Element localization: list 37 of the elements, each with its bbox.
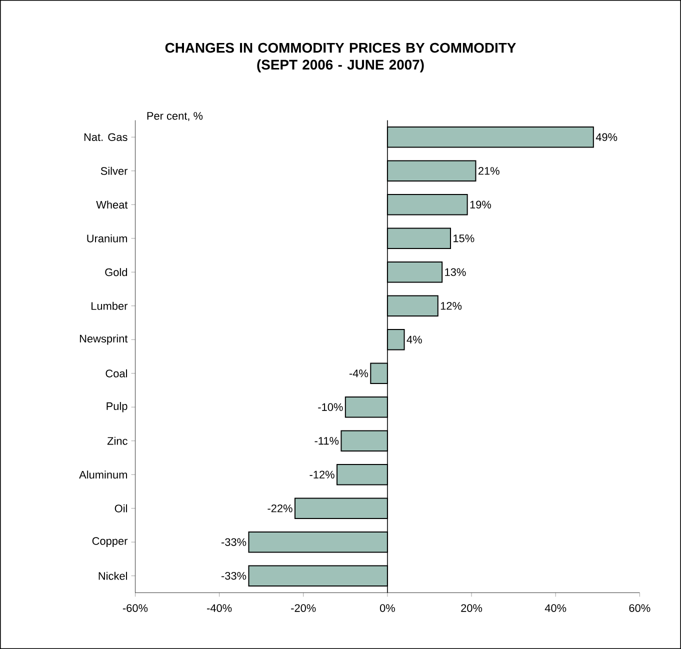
data-label: 19%: [470, 200, 492, 208]
y-tick-label: Uranium: [87, 234, 128, 242]
y-tick-label: Coal: [106, 369, 127, 378]
y-tick-label: Copper: [92, 537, 128, 548]
y-tick-label: Nickel: [98, 572, 127, 580]
y-tick-label: Nat. Gas: [84, 133, 128, 141]
data-label: -33%: [221, 572, 246, 580]
data-label: -33%: [221, 538, 246, 546]
y-tick-label: Lumber: [92, 302, 128, 310]
y-tick-label: Aluminum: [79, 470, 128, 479]
data-label: 49%: [596, 133, 618, 141]
annotation: Per cent, %: [147, 112, 203, 122]
data-label: -12%: [310, 470, 334, 478]
x-tick-label: 20%: [461, 604, 482, 612]
y-tick-label: Pulp: [106, 402, 128, 412]
y-tick-label: Gold: [105, 268, 128, 276]
x-tick-label: -40%: [207, 604, 232, 612]
data-label: 21%: [478, 167, 500, 175]
chart-title: CHANGES IN COMMODITY PRICES BY COMMODITY (SEPT 2006 - JUNE 2007): [165, 42, 516, 72]
y-tick-label: Oil: [114, 504, 128, 512]
data-label: -4%: [349, 370, 368, 378]
x-tick-label: -20%: [291, 604, 316, 612]
y-tick-label: Zinc: [107, 436, 128, 445]
data-label: 13%: [445, 268, 466, 276]
x-tick-label: 40%: [544, 604, 566, 612]
y-tick-label: Wheat: [96, 200, 128, 209]
x-tick-label: 0%: [380, 604, 395, 612]
data-label: -11%: [314, 437, 339, 445]
data-label: 4%: [406, 336, 422, 344]
data-label: 15%: [454, 234, 474, 242]
x-tick-label: -60%: [122, 604, 148, 612]
y-tick-label: Newsprint: [80, 334, 128, 345]
x-tick-label: 60%: [629, 604, 650, 612]
data-label: 12%: [440, 302, 462, 310]
data-label: -10%: [318, 403, 343, 411]
data-label: -22%: [268, 504, 292, 512]
y-tick-label: Silver: [100, 166, 128, 175]
